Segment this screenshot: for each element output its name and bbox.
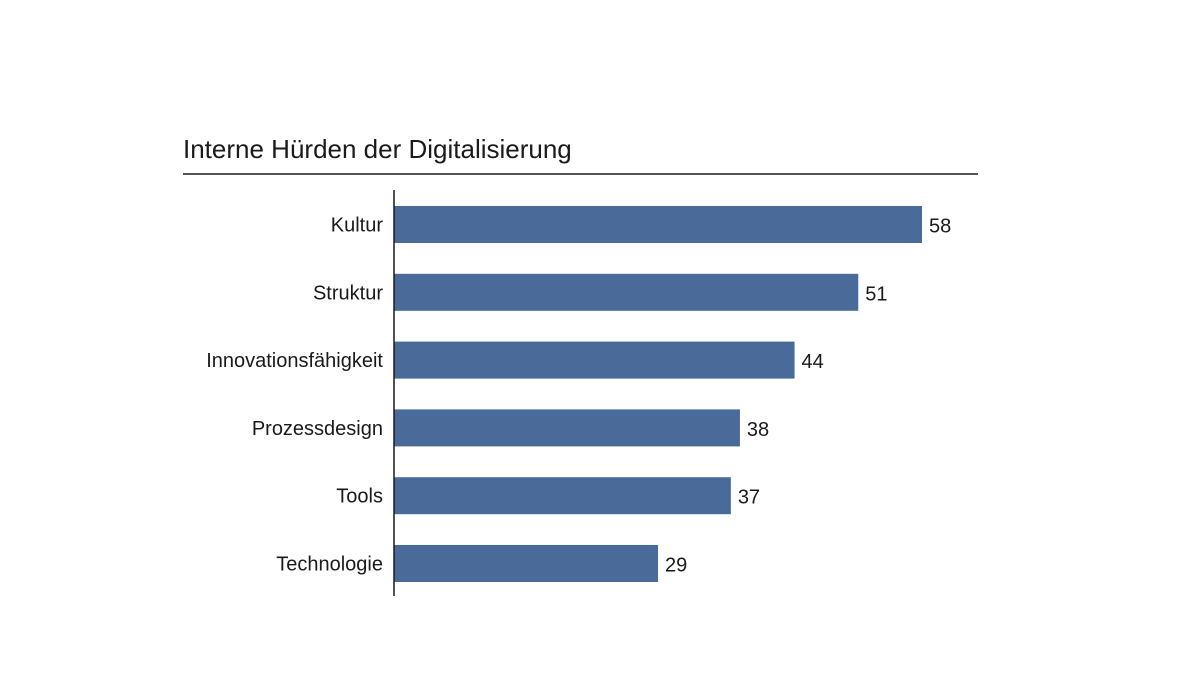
bar-tools [394,477,731,515]
value-label-tools: 37 [738,487,760,509]
category-label-prozessdesign: Prozessdesign [252,418,383,440]
value-label-technologie: 29 [665,555,687,577]
category-label-tools: Tools [336,486,383,508]
chart-title: Interne Hürden der Digitalisierung [183,134,572,164]
value-label-kultur: 58 [929,216,951,238]
bar-technologie [394,545,658,582]
bar-struktur [394,273,859,311]
value-label-struktur: 51 [865,283,887,305]
category-label-innovationsf-higkeit: Innovationsfähigkeit [206,350,383,372]
value-label-innovationsf-higkeit: 44 [802,351,824,373]
category-label-kultur: Kultur [331,215,384,237]
bar-kultur [394,206,922,243]
bar-prozessdesign [394,409,740,447]
value-label-prozessdesign: 38 [747,419,769,441]
bar-innovationsf-higkeit [394,341,795,379]
bars-layer: Kultur 58 Struktur 51 Innovationsfähigkeit 44… [206,206,951,582]
category-label-struktur: Struktur [313,282,383,304]
category-label-technologie: Technologie [276,554,383,576]
